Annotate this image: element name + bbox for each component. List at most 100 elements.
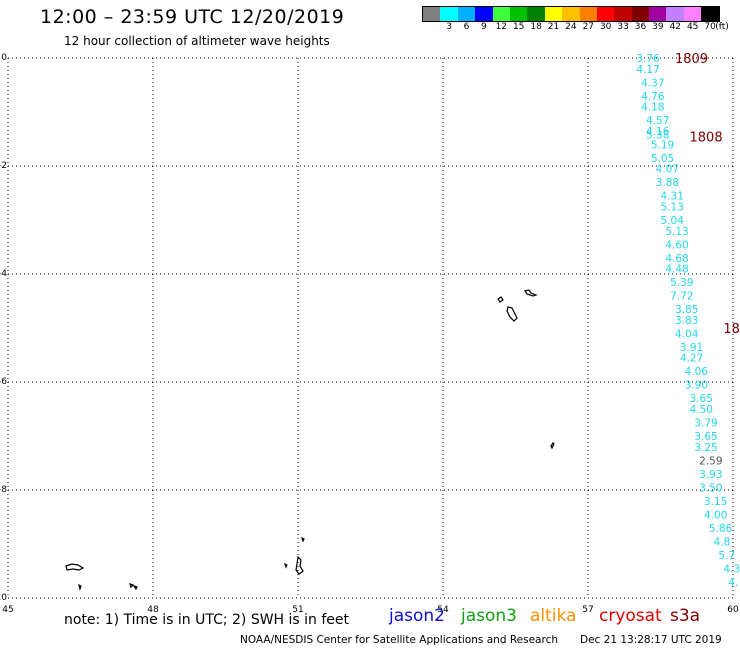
swh-value: 4.16 [646,126,670,138]
swh-value: 4.00 [704,509,727,521]
legend-swatch [457,7,476,21]
swh-value: 4. [728,577,738,589]
swh-value: 4.06 [685,366,709,378]
swh-value: 3.65 [694,431,717,443]
swh-value: 5.19 [651,139,674,151]
satellite-label-jason3: jason3 [461,606,517,626]
satellite-label-altika: altika [530,606,577,626]
island-outline [497,296,504,303]
legend-label: 45 [686,22,699,32]
legend-label: 70 [704,22,716,32]
legend-label: 21 [547,22,560,32]
legend-swatch [666,7,684,21]
swh-value: 4.60 [665,239,688,251]
swh-value: 3.88 [656,177,679,189]
swh-value: 5.13 [665,226,688,238]
color-legend [422,6,720,22]
lon-tick-label: 57 [582,605,593,615]
legend-swatch [579,7,597,21]
legend-swatch [701,7,719,21]
legend-swatch [423,7,441,21]
swh-value: 4.68 [665,253,688,265]
lon-tick-label: 45 [2,605,13,615]
swh-value: 4.18 [641,102,664,114]
lon-tick-label: 48 [147,605,159,615]
legend-label: 24 [565,22,577,32]
swh-value: 4.07 [656,164,679,176]
footer-credit: NOAA/NESDIS Center for Satellite Applica… [240,634,558,646]
legend-swatch [683,7,702,21]
legend-swatch [527,7,545,21]
swh-value: 3.79 [694,418,717,430]
swh-value: 4.8 [714,536,731,548]
lon-tick-label: 60 [727,605,739,615]
swh-value: 3.90 [685,380,708,392]
swh-value: 4.3 [723,563,740,575]
swh-value: 5.7 [719,550,736,562]
island-outline [550,442,555,450]
footer-timestamp: Dec 21 13:28:17 UTC 2019 [580,634,722,646]
legend-label: 36 [634,22,647,32]
satellite-label-cryosat: cryosat [599,606,662,626]
legend-swatch [562,7,580,21]
swh-value: 4.57 [646,115,669,127]
swh-value: 3.93 [699,469,722,481]
legend-swatch [492,7,510,21]
swh-value: 4.37 [641,77,664,89]
swh-value: 7.72 [670,291,693,303]
swh-value: 5.38 [646,130,669,142]
legend-swatch [596,7,615,21]
swh-value: 4.50 [690,404,713,416]
footer-note: note: 1) Time is in UTC; 2) SWH is in fe… [64,612,350,628]
page-subtitle: 12 hour collection of altimeter wave hei… [64,34,330,48]
page-title: 12:00 – 23:59 UTC 12/20/2019 [40,6,345,28]
swh-value: 3.65 [690,393,713,405]
satellite-label-jason2: jason2 [389,606,445,626]
pass-time-label: 180 [723,322,740,337]
island-outline [524,289,538,297]
legend-label: 30 [599,22,612,32]
pass-time-label: 1809 [675,52,708,67]
swh-value: 4.48 [665,264,688,276]
lat-tick-label: -6 [0,377,7,387]
island-outline [295,555,304,575]
swh-value: 5.86 [709,523,733,535]
swh-value: 2.59 [699,455,722,467]
swh-value: 4.04 [675,328,699,340]
island-outline [78,583,82,592]
island-outline [506,306,518,322]
swh-value: 4.76 [641,91,665,103]
lon-tick-label: 54 [437,605,449,615]
legend-swatch [509,7,528,21]
legend-swatch [544,7,563,21]
island-outline [65,563,85,571]
lat-tick-label: 0 [1,53,7,63]
swh-value: 5.13 [661,202,684,214]
legend-label: 6 [463,22,470,32]
legend-label: 18 [530,22,542,32]
swh-value: 3.91 [680,342,703,354]
legend-label: 27 [582,22,595,32]
swh-value: 3.25 [694,442,717,454]
island-outline [129,583,138,591]
swh-value: 5.39 [670,277,693,289]
legend-swatch [649,7,667,21]
legend-swatch [440,7,458,21]
legend-swatch [631,7,650,21]
swh-value: 4.27 [680,353,703,365]
pass-time-label: 1808 [690,130,723,145]
legend-label: 3 [446,22,452,32]
satellite-label-s3a: s3a [670,606,701,626]
legend-label: 12 [495,22,508,32]
island-outline [283,562,288,569]
legend-label: 9 [481,22,487,32]
legend-label: 15 [512,22,525,32]
lat-tick-label: -4 [0,269,7,279]
swh-value: 5.04 [661,215,685,227]
swh-value: 3.85 [675,304,698,316]
legend-swatch [475,7,493,21]
legend-unit: (ft) [715,22,729,32]
lat-tick-label: -2 [0,161,7,171]
lat-tick-label: -8 [0,485,7,495]
